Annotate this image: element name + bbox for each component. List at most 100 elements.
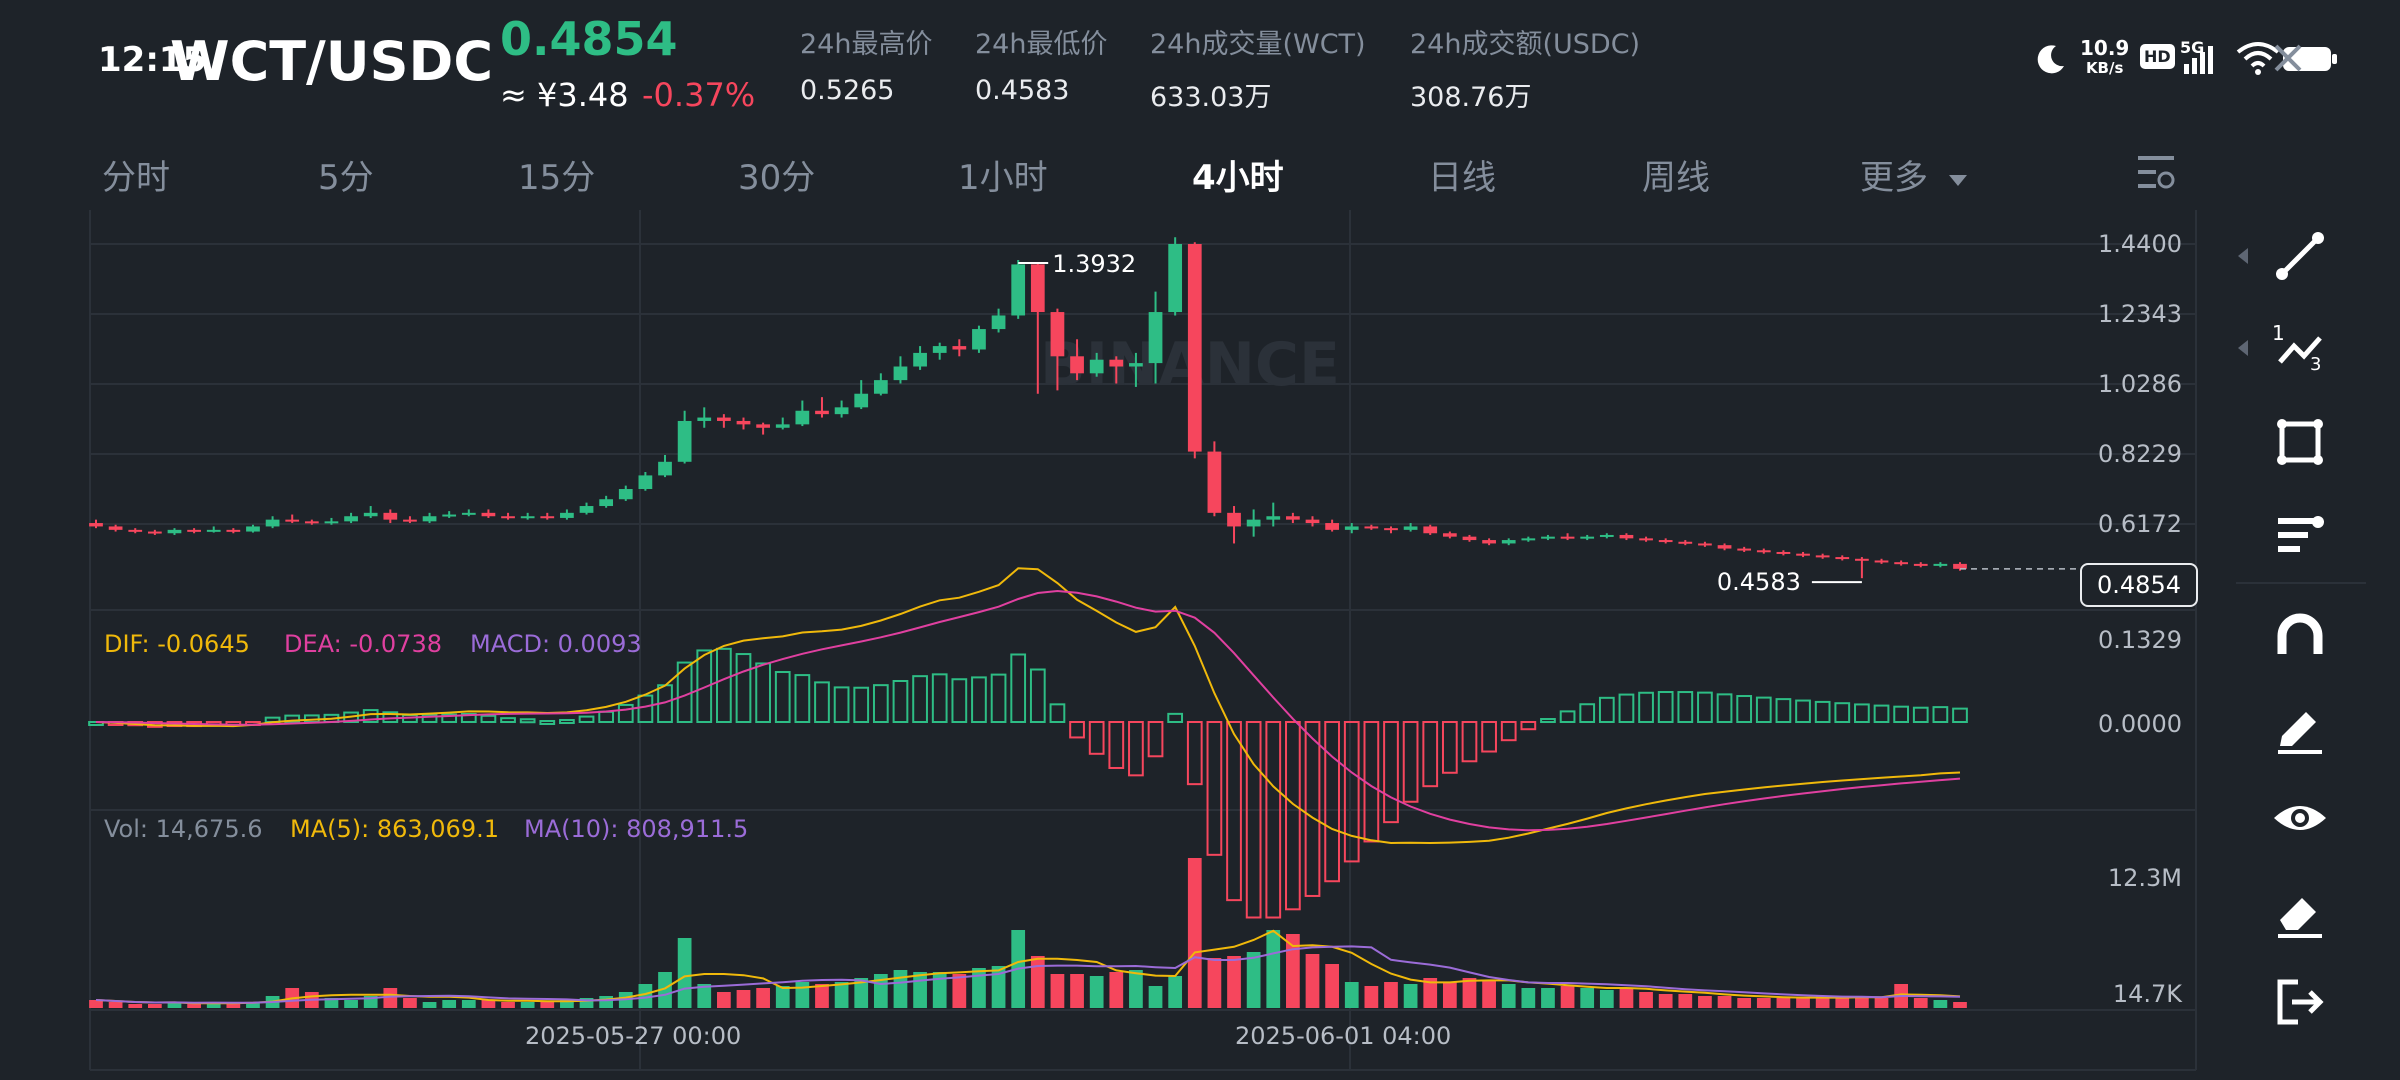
current-price-tag[interactable]: 0.4854 (2080, 563, 2198, 607)
macd-bar (1638, 691, 1654, 723)
volume-bar (1796, 998, 1810, 1008)
expand-arrow-icon-2[interactable] (2236, 338, 2250, 362)
candle (873, 380, 888, 394)
magnet-icon[interactable] (2270, 606, 2330, 666)
volume-bar (1187, 858, 1202, 1008)
stat-high-value: 0.5265 (800, 75, 895, 106)
volume-bar (1560, 986, 1575, 1008)
macd-bar (1088, 721, 1105, 755)
rect-icon[interactable] (2270, 412, 2330, 472)
macd-bar (990, 673, 1007, 724)
macd-bar (519, 718, 536, 724)
volume-bar (815, 984, 829, 1008)
macd-bar (1167, 712, 1184, 723)
candle (1286, 516, 1300, 520)
candle (147, 531, 162, 534)
tab-1h[interactable]: 1小时 (958, 158, 1048, 198)
macd-bar (1069, 721, 1085, 739)
expand-arrow-icon[interactable] (2236, 246, 2250, 270)
stat-volume-label: 24h成交量(WCT) (1150, 29, 1366, 60)
stat-turnover-value: 308.76万 (1410, 82, 1532, 113)
pair-title[interactable]: WCT/USDC (170, 30, 493, 93)
macd-bar (1324, 721, 1340, 883)
trend-line-icon[interactable] (2270, 226, 2330, 286)
exit-icon[interactable] (2270, 972, 2330, 1032)
tab-day[interactable]: 日线 (1428, 158, 1496, 198)
volume-bar (1953, 1002, 1967, 1008)
candle (893, 366, 908, 381)
macd-bar (814, 681, 830, 724)
volume-bar (658, 972, 672, 1008)
pencil-icon[interactable] (2270, 696, 2330, 756)
tab-week[interactable]: 周线 (1642, 158, 1710, 198)
volume-bar (1423, 978, 1438, 1008)
macd-bar (578, 715, 595, 723)
vol-ma10-line (95, 945, 1961, 1004)
volume-bar (1580, 988, 1595, 1008)
volume-bar (854, 978, 869, 1008)
volume-bar (795, 982, 810, 1008)
net-speed-value: 10.9 (2080, 36, 2130, 60)
macd-bar (1932, 706, 1949, 724)
tab-4h[interactable]: 4小时 (1192, 158, 1284, 198)
volume-bar (1462, 978, 1477, 1008)
macd-bar (1383, 721, 1399, 824)
volume-bar (972, 968, 986, 1008)
macd-bar (755, 662, 771, 724)
volume-group (89, 858, 1967, 1008)
last-price: 0.4854 (500, 12, 678, 66)
tab-30m[interactable]: 30分 (738, 158, 816, 198)
hd-badge: HD (2140, 44, 2175, 69)
svg-text:3: 3 (2310, 354, 2321, 375)
tab-realtime[interactable]: 分时 (102, 158, 170, 198)
eye-icon[interactable] (2270, 788, 2330, 848)
volume-bar (1305, 954, 1320, 1008)
volume-bar (1227, 956, 1241, 1008)
candle (1639, 538, 1653, 541)
price-axis-4: 0.6172 (2098, 510, 2182, 538)
chart-settings-icon[interactable] (2136, 152, 2176, 196)
candle (461, 512, 476, 515)
macd-bar (1540, 718, 1556, 724)
volume-bar (226, 1004, 241, 1008)
candle (1305, 519, 1320, 524)
macd-bar (853, 686, 870, 724)
net-speed: 10.9 KB/s (2080, 38, 2129, 78)
volume-bar (1030, 956, 1045, 1008)
candle (1129, 363, 1143, 367)
macd-bar (1795, 699, 1811, 724)
eraser-icon[interactable] (2270, 880, 2330, 940)
volume-bar (324, 998, 339, 1008)
macd-bar (1952, 707, 1968, 723)
candle (795, 410, 810, 425)
stat-volume-value: 633.03万 (1150, 82, 1272, 113)
volume-bar (1501, 984, 1516, 1008)
volume-bar (1698, 996, 1712, 1008)
candle (1580, 536, 1595, 539)
signal-icon (2184, 46, 2213, 74)
candle (1011, 264, 1026, 316)
candle (403, 519, 417, 522)
macd-bar (598, 710, 615, 724)
multi-line-icon[interactable] (2270, 504, 2330, 564)
macd-bar (1893, 705, 1910, 724)
close-icon[interactable] (2270, 40, 2306, 80)
candle (717, 417, 731, 421)
candle (560, 512, 574, 518)
macd-dif: DIF: -0.0645 (104, 630, 250, 658)
tab-more[interactable]: 更多 (1860, 150, 1969, 199)
macd-bar (284, 714, 301, 723)
candle (972, 329, 986, 350)
candle (658, 461, 672, 476)
macd-bar (931, 673, 948, 724)
macd-bar (1520, 721, 1537, 731)
volume-bar (520, 1002, 535, 1008)
volume-bar (1639, 992, 1653, 1008)
tab-5m[interactable]: 5分 (318, 158, 374, 198)
moon-icon (2034, 42, 2068, 76)
macd-bar (794, 674, 811, 723)
volume-bar (1266, 930, 1281, 1008)
tab-15m[interactable]: 15分 (518, 158, 596, 198)
